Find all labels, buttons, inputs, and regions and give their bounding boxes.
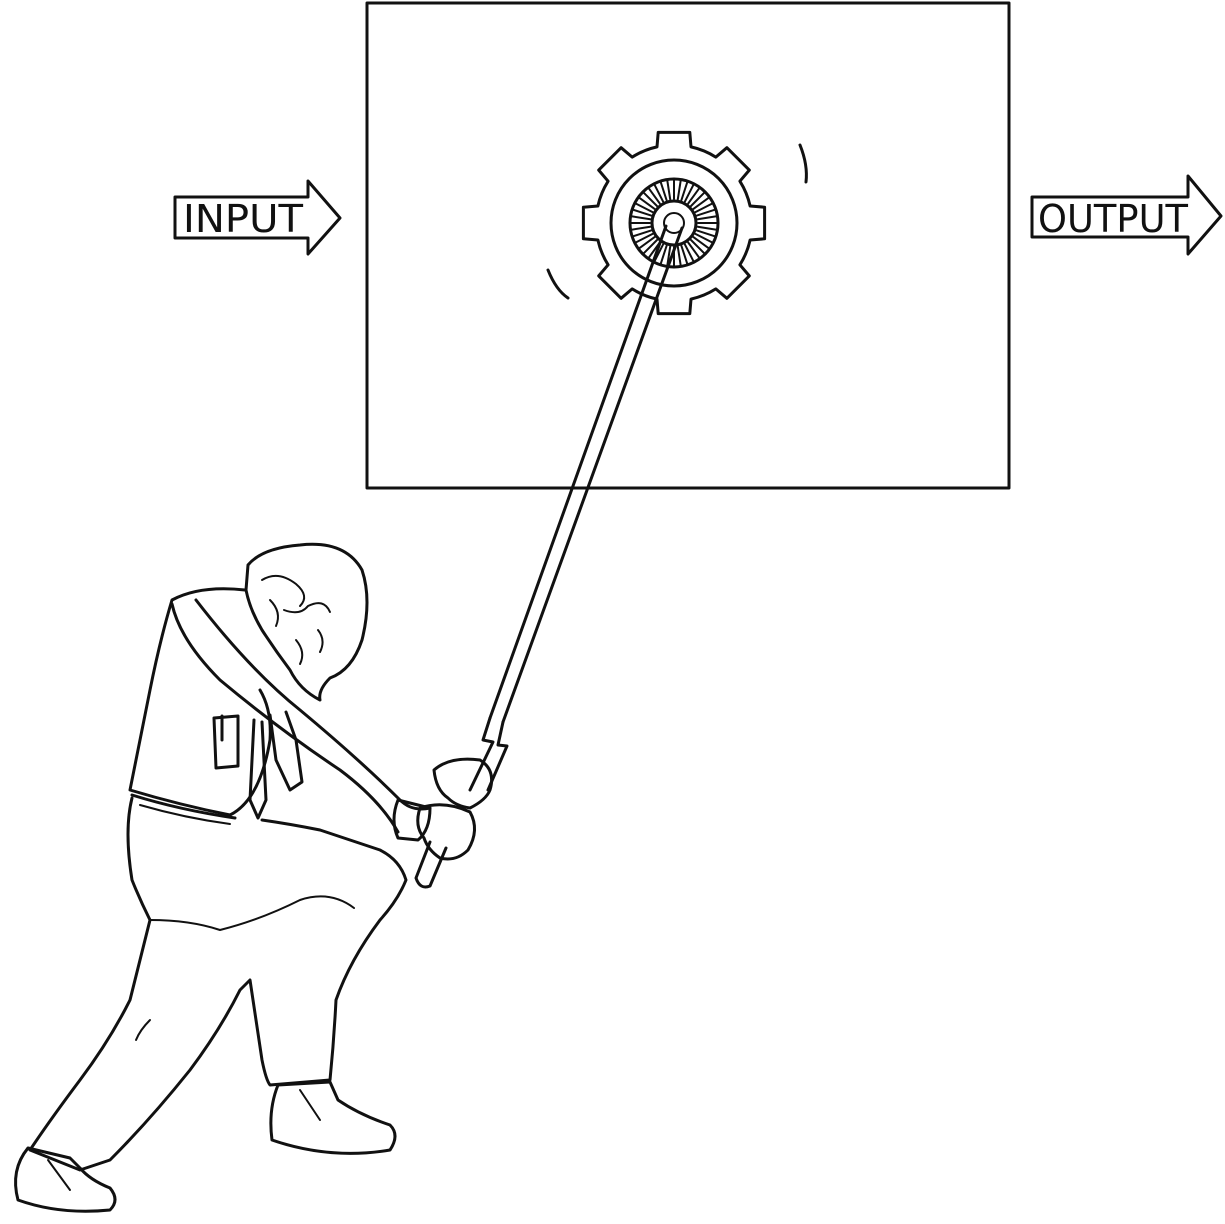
gear-hatch-line <box>659 181 668 202</box>
gear-hatch-line <box>687 187 701 205</box>
gear-hatch-line <box>634 232 654 244</box>
gear-hatch-line <box>676 245 682 267</box>
gear-hatch-line <box>632 208 653 217</box>
output-label: OUTPUT <box>1038 197 1189 241</box>
gear-hatch-line <box>659 244 668 265</box>
head <box>244 542 369 702</box>
gear-hatch-line <box>696 225 718 231</box>
trousers <box>28 796 408 1172</box>
gear-hatch-line <box>694 232 714 244</box>
crank-rod <box>414 224 684 889</box>
gear-hatch-line <box>692 196 710 210</box>
gear-hatch-line <box>690 239 706 255</box>
gear-hatch-line <box>638 196 656 210</box>
hand-lower <box>416 803 476 861</box>
machine-box <box>365 1 1011 490</box>
gear-hatch-line <box>653 183 665 203</box>
gear-hatch-line <box>632 229 653 238</box>
gear-hatch-line <box>666 245 672 267</box>
input-label: INPUT <box>183 197 304 241</box>
input-arrow: INPUT <box>173 179 342 256</box>
gear-hatch-line <box>638 236 656 250</box>
gear-hatch-line <box>687 241 701 259</box>
gear-hatch-line <box>692 236 710 250</box>
gear-hatch-line <box>695 208 716 217</box>
gear-hatch-line <box>680 244 689 265</box>
gear-hatch-line <box>696 215 718 221</box>
torso <box>128 587 272 817</box>
gear-hatch-line <box>683 183 695 203</box>
gear-hatch-line <box>695 229 716 238</box>
gear-icon <box>546 130 808 316</box>
front-shoe <box>269 1080 397 1155</box>
gear-hatch-line <box>630 215 652 221</box>
hand-upper <box>432 757 494 810</box>
gear-hatch-line <box>694 202 714 214</box>
gear-hatch-line <box>642 191 658 207</box>
gear-hatch-line <box>634 202 654 214</box>
gear-hatch-line <box>666 179 672 201</box>
gear-hatch-line <box>690 191 706 207</box>
gear-hatch-line <box>683 243 695 263</box>
gear-hatch-line <box>630 225 652 231</box>
gear-hatch-line <box>680 181 689 202</box>
man-figure <box>14 542 494 1213</box>
output-arrow: OUTPUT <box>1030 174 1223 256</box>
gear-hatch-line <box>642 239 658 255</box>
gear-hatch-line <box>647 187 661 205</box>
back-shoe <box>14 1146 117 1213</box>
gear-hatch-line <box>676 179 682 201</box>
